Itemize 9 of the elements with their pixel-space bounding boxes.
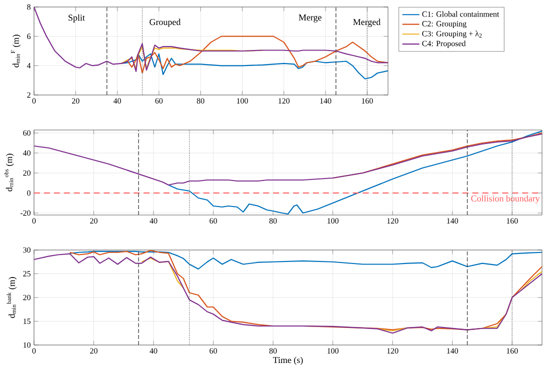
annotation: Merged xyxy=(353,18,381,27)
annotation: Grouped xyxy=(150,18,181,27)
annotation: Merge xyxy=(298,14,322,22)
ref-line-label: Collision boundary xyxy=(471,195,540,204)
y-axis-title: d$_{min}$$^{bank}$ (m) xyxy=(6,277,17,318)
annotation: Split xyxy=(68,14,85,22)
x-axis-title: Time (s) xyxy=(273,356,303,365)
y-axis-title: d$_{min}$$^{F}$ (m) xyxy=(11,34,21,68)
y-axis-title: d$_{min}$$^{obs}$ (m) xyxy=(4,154,14,192)
